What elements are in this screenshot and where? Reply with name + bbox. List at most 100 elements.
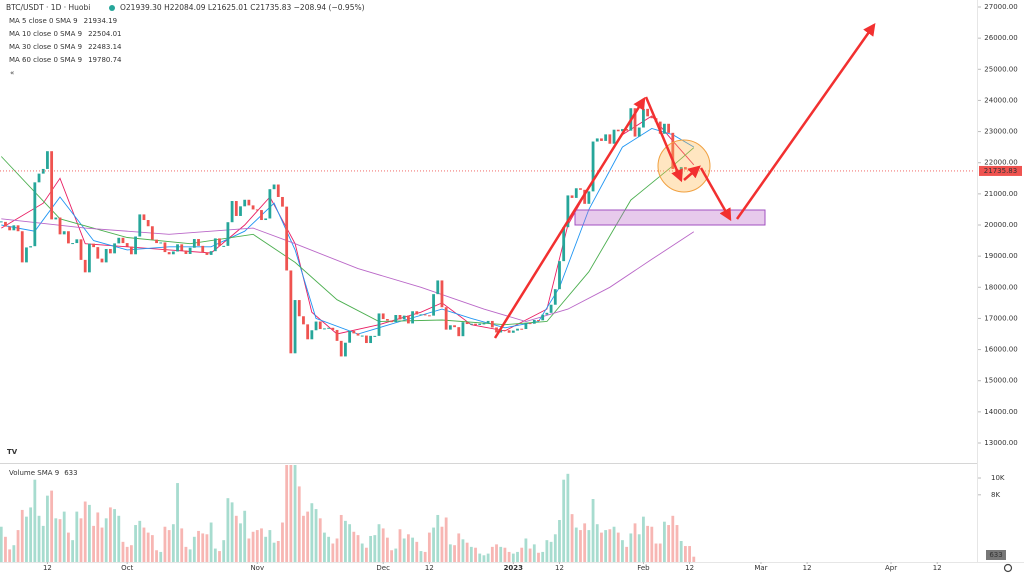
volume-bar bbox=[394, 548, 398, 562]
volume-bar bbox=[218, 551, 221, 562]
candle bbox=[276, 184, 280, 197]
candle bbox=[566, 195, 570, 228]
volume-bar bbox=[541, 551, 545, 562]
legend-value: 21934.19 bbox=[84, 17, 117, 25]
candle bbox=[444, 307, 448, 330]
volume-bar bbox=[234, 515, 238, 562]
candle bbox=[29, 246, 33, 248]
candle bbox=[646, 108, 650, 117]
candle bbox=[171, 251, 175, 255]
volume-bar bbox=[553, 534, 557, 562]
settings-icon[interactable] bbox=[1003, 563, 1013, 573]
volume-bar bbox=[545, 540, 549, 562]
arrow bbox=[735, 22, 876, 220]
volume-bar bbox=[255, 530, 259, 562]
candle bbox=[25, 247, 28, 263]
candle bbox=[453, 325, 456, 328]
collapse-toggle[interactable]: « bbox=[10, 69, 14, 77]
last-price-tag bbox=[979, 165, 1022, 176]
legend-value: 22483.14 bbox=[88, 43, 122, 51]
candle bbox=[327, 327, 331, 329]
candle bbox=[604, 134, 608, 141]
candle bbox=[381, 313, 385, 320]
volume-bar bbox=[432, 527, 435, 562]
volume-bar bbox=[478, 553, 482, 562]
arrow bbox=[493, 96, 646, 339]
candle bbox=[406, 315, 410, 324]
volume-bar bbox=[37, 515, 41, 562]
symbol: BTC/USDT · 1D · Huobi bbox=[6, 3, 90, 12]
candle bbox=[490, 320, 494, 328]
legend-name: MA 5 close 0 SMA 9 bbox=[9, 17, 78, 25]
y-tick-label: 13000.00 bbox=[984, 439, 1017, 447]
price-pane bbox=[0, 108, 975, 357]
x-tick-label: Mar bbox=[754, 564, 767, 572]
candle bbox=[20, 231, 24, 263]
volume-bar bbox=[276, 541, 280, 562]
volume-bar bbox=[587, 530, 591, 562]
volume-bar bbox=[490, 546, 494, 562]
volume-bar bbox=[176, 483, 179, 562]
volume-bar bbox=[415, 541, 419, 562]
volume-bar bbox=[4, 536, 7, 562]
candle bbox=[570, 195, 574, 198]
volume-bar bbox=[474, 547, 477, 562]
arrows bbox=[493, 22, 876, 339]
legend-name: MA 30 close 0 SMA 9 bbox=[9, 43, 82, 51]
candle bbox=[650, 116, 654, 119]
support-zone bbox=[574, 209, 766, 226]
y-tick-label: 15000.00 bbox=[984, 377, 1017, 385]
candle bbox=[16, 225, 20, 232]
x-tick-label: Apr bbox=[885, 564, 897, 572]
volume-bar bbox=[499, 546, 503, 562]
candle bbox=[671, 132, 675, 169]
volume-bar bbox=[423, 551, 427, 562]
candle bbox=[436, 280, 440, 295]
candle bbox=[260, 210, 263, 221]
volume-bar bbox=[658, 543, 662, 562]
y-tick-label: 25000.00 bbox=[984, 65, 1017, 73]
volume-bar bbox=[155, 550, 158, 562]
y-tick-label: 26000.00 bbox=[984, 34, 1017, 42]
volume-bar bbox=[302, 515, 305, 562]
candle bbox=[587, 191, 591, 204]
candle bbox=[209, 251, 213, 255]
volume-bar bbox=[222, 540, 226, 562]
candle bbox=[117, 237, 121, 244]
volume-bar bbox=[71, 540, 75, 562]
volume-bar bbox=[289, 465, 293, 562]
candle bbox=[541, 314, 545, 321]
volume-bar bbox=[625, 546, 629, 562]
candle bbox=[663, 123, 666, 134]
candle bbox=[33, 182, 37, 247]
volume-bar bbox=[96, 512, 100, 562]
candle bbox=[448, 325, 452, 330]
volume-bar bbox=[243, 510, 247, 562]
candle bbox=[12, 225, 16, 231]
candle bbox=[167, 252, 171, 255]
x-tick-label: 12 bbox=[803, 564, 812, 572]
volume-bar bbox=[574, 527, 578, 562]
volume-pane bbox=[0, 465, 696, 562]
candle bbox=[625, 129, 629, 131]
candle bbox=[402, 315, 406, 320]
candle bbox=[281, 196, 284, 207]
volume-bar bbox=[121, 541, 125, 562]
volume-bar bbox=[197, 530, 200, 562]
candle bbox=[142, 214, 146, 221]
volume-bar bbox=[558, 520, 561, 562]
candle bbox=[176, 244, 179, 252]
volume-bar bbox=[600, 532, 603, 562]
volume-bar bbox=[285, 465, 289, 562]
volume-bar bbox=[226, 498, 230, 562]
candle bbox=[562, 227, 566, 262]
volume-bar bbox=[310, 503, 314, 562]
candle bbox=[251, 205, 255, 210]
candle bbox=[537, 319, 540, 321]
legend-name: MA 60 close 0 SMA 9 bbox=[9, 56, 82, 64]
volume-bar bbox=[503, 547, 507, 562]
candle bbox=[667, 123, 671, 133]
tv-logo: TV bbox=[7, 448, 18, 456]
volume-bar bbox=[108, 507, 112, 562]
volume-bar bbox=[461, 539, 465, 562]
